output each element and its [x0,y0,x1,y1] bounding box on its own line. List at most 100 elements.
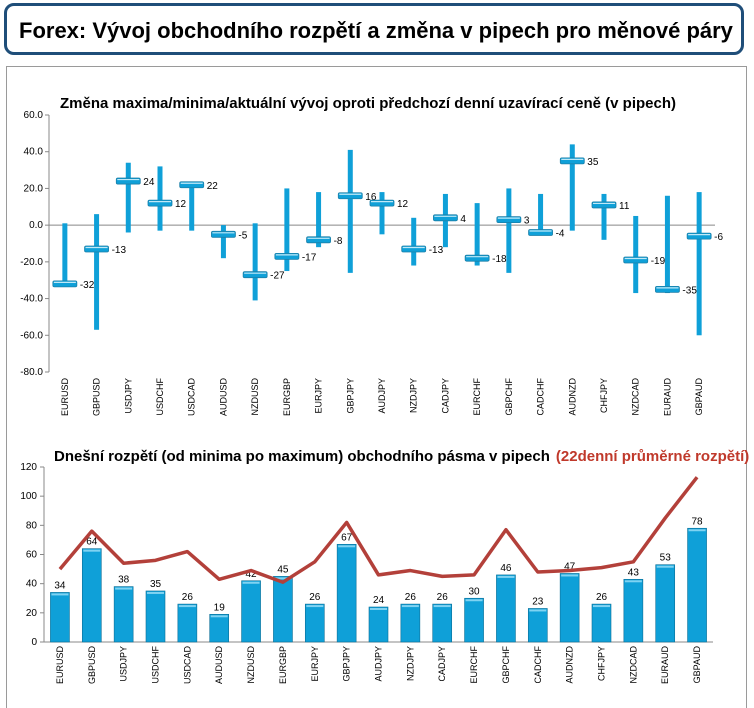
chart1-ytick-label: 20.0 [24,183,44,194]
chart2-category-label: NZDUSD [246,646,256,684]
chart2-bar [591,603,612,643]
chart2-data-label: 45 [277,564,289,575]
chart2-bar [623,578,644,643]
chart2-bar [432,603,453,643]
chart2-bar-highlight [529,609,547,612]
chart2-data-label: 42 [246,569,258,580]
chart2-title: Dnešní rozpětí (od minima po maximum) ob… [54,448,749,465]
chart1-range-bar [474,203,480,266]
chart2-ytick-label: 40 [26,579,38,590]
chart1-category-label: USDCAD [187,378,197,417]
chart2-data-label: 19 [214,602,226,613]
chart2-data-label: 23 [532,596,544,607]
chart1-range-bar [411,217,417,266]
chart1-category-label: USDJPY [123,378,133,414]
chart1-range-bar [506,188,512,273]
chart1-range-bar [538,193,544,235]
chart1-category-label: GBPUSD [92,378,102,417]
chart1-range-bar [62,223,68,286]
chart1-data-label: -32 [80,280,95,291]
chart1-category-label: AUDJPY [377,378,387,414]
chart2-bar [50,592,70,643]
chart1-category-label: NZDJPY [409,378,419,413]
chart1-category-label: EURUSD [60,378,70,417]
chart1-data-label: 16 [365,192,377,203]
chart2-data-label: 26 [437,592,449,603]
chart2-category-label: EURJPY [310,646,320,682]
chart1-data-label: 35 [587,157,599,168]
chart2-category-label: NZDJPY [405,646,415,681]
chart1-data-label: 24 [143,177,155,188]
chart1-data-label: 22 [207,181,219,192]
chart2-data-label: 46 [500,563,512,574]
chart2-bar [209,613,230,643]
chart2-data-label: 35 [150,579,162,590]
chart2-bar-highlight [83,549,101,552]
chart1-range-bar [633,215,639,294]
chart1-data-label: -18 [492,254,507,265]
chart1-range-bar [284,188,290,272]
chart2-bar-highlight [242,581,260,584]
chart1-category-label: EURCHF [472,377,482,415]
chart1-category-label: GBPCHF [504,378,514,416]
chart1-ytick-label: -20.0 [20,257,43,268]
chart2-bar-highlight [624,580,642,583]
chart1-ytick-label: 60.0 [24,110,44,121]
chart2-ytick-label: 20 [26,608,38,619]
chart1-ytick-label: -60.0 [20,330,43,341]
chart2-data-label: 53 [660,553,672,564]
chart2-bar-highlight [401,605,419,608]
chart1-category-label: AUDUSD [218,378,228,417]
chart2-category-label: USDCHF [151,645,161,683]
chart2-data-label: 26 [309,592,321,603]
chart2-category-label: GBPUSD [87,646,97,685]
chart1-data-label: -8 [334,236,343,247]
chart2-bar-highlight [178,605,196,608]
chart2-category-label: AUDNZD [565,646,575,684]
chart2-category-label: GBPJPY [342,646,352,682]
chart1-data-label: -6 [714,232,723,243]
chart1-data-label: -19 [651,256,666,267]
chart1-range-bar [189,182,195,231]
chart1-category-label: NZDUSD [250,378,260,416]
chart2-ytick-label: 100 [20,491,37,502]
chart2-bar-highlight [274,577,292,580]
chart2-category-label: USDCAD [182,646,192,685]
chart2-bar [655,564,676,643]
chart1-category-label: EURGBP [282,378,292,416]
chart2-bar-highlight [210,615,228,618]
chart2-bar [368,606,389,643]
chart2-data-label: 26 [596,592,608,603]
chart2-bar-highlight [147,591,164,594]
chart1-data-label: -5 [238,230,247,241]
chart2-bar-highlight [338,545,356,548]
chart2-category-label: EURAUD [660,646,670,685]
chart2-ytick-label: 0 [31,637,37,648]
chart2-category-label: GBPCHF [501,646,511,684]
chart1-ytick-label: -40.0 [20,294,43,305]
chart2-bar-highlight [688,529,706,532]
chart1-range-bar [696,192,702,336]
chart1-range-bar [379,192,385,235]
chart1-data-label: -4 [556,228,565,239]
page-title: Forex: Vývoj obchodního rozpětí a změna … [19,18,733,43]
chart1-data-label: 4 [460,214,466,225]
chart2-data-label: 26 [182,592,194,603]
chart2-category-label: AUDUSD [214,646,224,685]
page-header: Forex: Vývoj obchodního rozpětí a změna … [4,3,744,55]
chart2-bar [241,580,261,643]
chart1-category-label: NZDCAD [631,378,641,416]
chart2-bar [145,590,166,643]
chart1-category-label: GBPAUD [694,378,704,416]
chart2-category-label: USDJPY [119,646,129,682]
chart2-category-label: AUDJPY [374,646,384,682]
chart1-category-label: EURJPY [314,378,324,414]
chart2-data-label: 26 [405,592,417,603]
chart1-data-label: -13 [429,245,444,256]
chart1-range-bar [601,193,607,240]
chart2-bar [400,603,421,643]
chart2-category-label: CADJPY [437,646,447,682]
chart1-category-label: CHFJPY [599,378,609,413]
